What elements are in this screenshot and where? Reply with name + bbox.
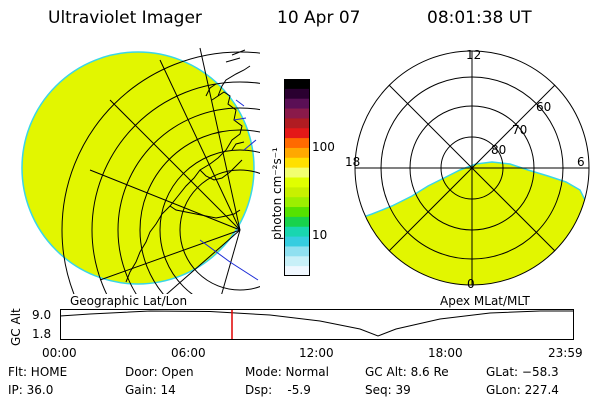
altitude-xtick-label: 00:00 — [42, 346, 77, 360]
colorbar-segment — [284, 128, 310, 139]
polar-emission-region — [355, 161, 589, 285]
mlt-12-label: 12 — [466, 48, 481, 62]
colorbar-segment — [284, 226, 310, 238]
colorbar-segment — [284, 207, 310, 218]
gain-value: Gain: 14 — [125, 383, 176, 397]
colorbar-segment — [284, 197, 310, 208]
flight-mode: Flt: HOME — [8, 365, 68, 379]
lat-60-label: 60 — [536, 100, 551, 114]
colorbar-tick-10: 10 — [312, 228, 328, 242]
colorbar-segment — [284, 147, 310, 159]
geographic-latitude: GLat: −58.3 — [486, 365, 559, 379]
sequence-number: Seq: 39 — [365, 383, 411, 397]
altitude-xtick-label: 12:00 — [299, 346, 334, 360]
map-grid — [61, 47, 260, 294]
image-time: 08:01:38 UT — [427, 8, 532, 28]
colorbar-unit-label: photon cm⁻²s⁻¹ — [270, 147, 284, 240]
coastline — [125, 65, 251, 283]
colorbar-segment — [284, 216, 310, 228]
polar-plot: 12 18 6 0 60 70 80 — [345, 48, 590, 291]
colorbar — [284, 79, 310, 276]
colorbar-frame — [284, 79, 310, 276]
colorbar-segment — [284, 98, 310, 110]
image-date: 10 Apr 07 — [277, 8, 361, 28]
colorbar-segment — [284, 157, 310, 169]
altitude-ytick-bottom: 1.8 — [32, 327, 52, 341]
colorbar-segment — [284, 266, 310, 276]
colorbar-segment — [284, 256, 310, 267]
colorbar-segment — [284, 138, 310, 149]
altitude-strip-frame — [60, 309, 574, 340]
mlt-18-label: 18 — [345, 155, 360, 169]
emission-region — [21, 51, 255, 285]
altitude-xtick-label: 06:00 — [171, 346, 206, 360]
gc-altitude: GC Alt: 8.6 Re — [365, 365, 449, 379]
instrument-title: Ultraviolet Imager — [48, 8, 202, 28]
colorbar-segment — [284, 88, 310, 100]
colorbar-segment — [284, 177, 310, 188]
altitude-strip-chart — [60, 309, 574, 340]
colorbar-segment — [284, 108, 310, 119]
colorbar-segment — [284, 118, 310, 129]
lat-80-label: 80 — [491, 143, 506, 157]
geographic-longitude: GLon: 227.4 — [486, 383, 559, 397]
mode-value: Mode: Normal — [245, 365, 329, 379]
altitude-curve — [60, 310, 573, 337]
colorbar-segment — [284, 246, 310, 257]
altitude-axis-label: GC Alt — [9, 308, 23, 346]
altitude-xtick-label: 23:59 — [548, 346, 583, 360]
polar-grid — [354, 50, 590, 286]
colorbar-tick-100: 100 — [312, 140, 335, 154]
colorbar-segment — [284, 167, 310, 179]
mlt-0-label: 0 — [467, 277, 475, 291]
door-status: Door: Open — [125, 365, 194, 379]
geographic-map — [21, 47, 260, 294]
altitude-ytick-top: 9.0 — [32, 308, 52, 322]
ip-value: IP: 36.0 — [8, 383, 54, 397]
colorbar-segment — [284, 79, 310, 90]
dsp-value: Dsp: -5.9 — [245, 383, 311, 397]
polar-plot-caption: Apex MLat/MLT — [440, 294, 530, 308]
geo-map-caption: Geographic Lat/Lon — [70, 294, 188, 308]
colorbar-segment — [284, 236, 310, 248]
colorbar-segment — [284, 187, 310, 198]
mlt-6-label: 6 — [577, 155, 585, 169]
lat-70-label: 70 — [512, 123, 527, 137]
altitude-xtick-label: 18:00 — [428, 346, 463, 360]
